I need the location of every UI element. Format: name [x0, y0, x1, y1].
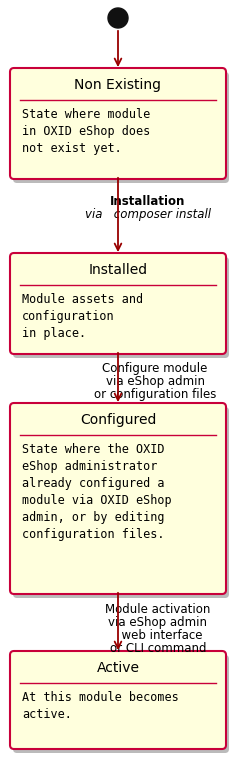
Text: via   composer install: via composer install [85, 208, 211, 221]
Circle shape [108, 8, 128, 28]
FancyBboxPatch shape [13, 72, 229, 183]
FancyBboxPatch shape [13, 257, 229, 358]
FancyBboxPatch shape [10, 68, 226, 179]
Text: State where module
in OXID eShop does
not exist yet.: State where module in OXID eShop does no… [22, 108, 150, 155]
Text: Non Existing: Non Existing [75, 78, 161, 92]
Text: Configure module: Configure module [102, 362, 208, 375]
FancyBboxPatch shape [13, 655, 229, 753]
Text: or CLI command: or CLI command [110, 642, 206, 655]
FancyBboxPatch shape [10, 651, 226, 749]
Text: web interface: web interface [114, 629, 202, 642]
Text: via eShop admin: via eShop admin [105, 375, 205, 388]
Text: Module activation: Module activation [105, 603, 211, 616]
Text: Installed: Installed [88, 263, 148, 277]
FancyBboxPatch shape [10, 403, 226, 594]
Text: Active: Active [97, 661, 139, 675]
Text: Installation: Installation [110, 195, 186, 208]
Text: or configuration files: or configuration files [94, 388, 216, 401]
Text: State where the OXID
eShop administrator
already configured a
module via OXID eS: State where the OXID eShop administrator… [22, 443, 172, 541]
Text: via eShop admin: via eShop admin [109, 616, 207, 629]
FancyBboxPatch shape [10, 253, 226, 354]
FancyBboxPatch shape [13, 407, 229, 598]
Text: At this module becomes
active.: At this module becomes active. [22, 691, 179, 721]
Text: Module assets and
configuration
in place.: Module assets and configuration in place… [22, 293, 143, 340]
Text: Configured: Configured [80, 413, 156, 427]
